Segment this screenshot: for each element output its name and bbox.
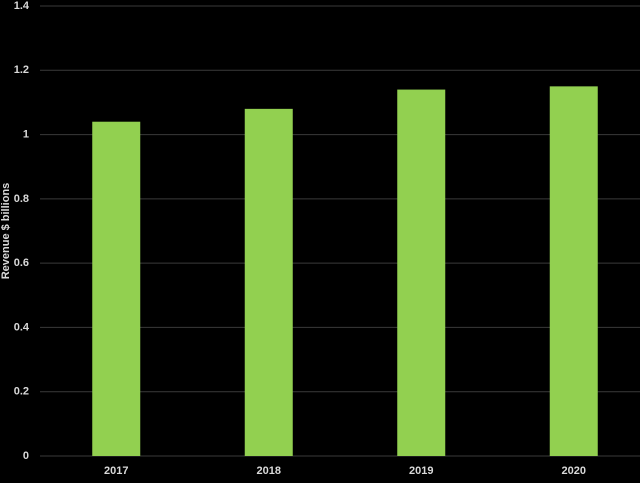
x-tick-label: 2017 <box>104 465 128 477</box>
bar <box>397 89 446 457</box>
bar <box>92 121 141 456</box>
y-axis-label: Revenue $ billions <box>0 183 12 280</box>
bar <box>549 86 598 456</box>
x-tick-label: 2019 <box>409 465 433 477</box>
y-tick-label: 0 <box>23 450 29 462</box>
y-tick-label: 0.4 <box>14 321 30 333</box>
y-tick-label: 1 <box>23 128 29 140</box>
x-tick-label: 2018 <box>257 465 281 477</box>
y-tick-label: 0.2 <box>14 386 29 398</box>
y-tick-label: 1.2 <box>14 64 29 76</box>
y-tick-label: 1.4 <box>14 0 30 12</box>
bar <box>244 108 293 456</box>
x-tick-label: 2020 <box>562 465 586 477</box>
y-tick-label: 0.8 <box>14 193 29 205</box>
y-tick-label: 0.6 <box>14 257 29 269</box>
